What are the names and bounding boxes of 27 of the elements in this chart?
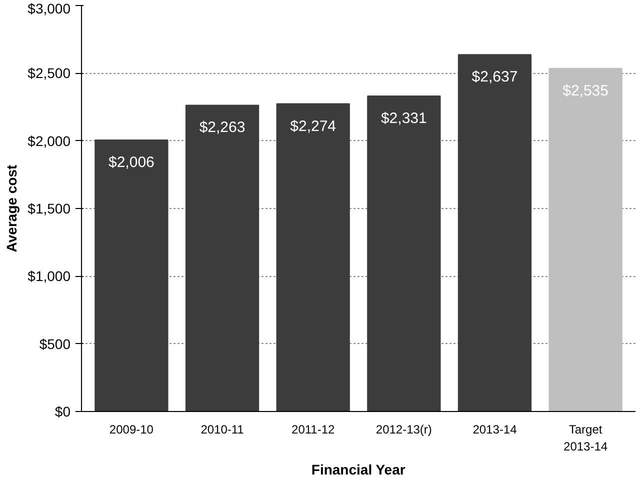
y-tick-label: $1,000 xyxy=(28,268,71,284)
x-tick-label: 2011-12 xyxy=(292,422,335,436)
data-label: $2,274 xyxy=(290,118,336,135)
y-tick-label: $2,500 xyxy=(28,65,71,82)
y-tick-label: $2,000 xyxy=(28,132,71,149)
bar xyxy=(458,54,532,412)
x-tick-label: 2010-11 xyxy=(200,422,244,436)
data-label: $2,006 xyxy=(108,154,154,172)
data-label: $2,637 xyxy=(472,68,518,86)
y-tick-label: $3,000 xyxy=(28,0,71,16)
bar xyxy=(94,140,168,412)
y-axis-title: Average cost xyxy=(4,164,20,252)
x-tick-label: 2009-10 xyxy=(109,422,154,436)
bar xyxy=(367,96,441,412)
bar xyxy=(276,103,350,412)
bar xyxy=(548,68,622,412)
data-label: $2,535 xyxy=(562,82,608,100)
x-axis-title: Financial Year xyxy=(311,461,406,478)
y-tick-label: $0 xyxy=(54,404,71,420)
x-tick-label: Target 2013-14 xyxy=(564,422,608,454)
y-tick-label: $1,500 xyxy=(28,200,71,216)
y-tick-label: $500 xyxy=(39,336,71,352)
x-tick-label: 2013-14 xyxy=(472,422,518,436)
data-label: $2,263 xyxy=(199,119,246,136)
bar xyxy=(185,104,260,412)
data-label: $2,331 xyxy=(380,110,427,128)
x-tick-label: 2012-13(r) xyxy=(376,422,432,436)
